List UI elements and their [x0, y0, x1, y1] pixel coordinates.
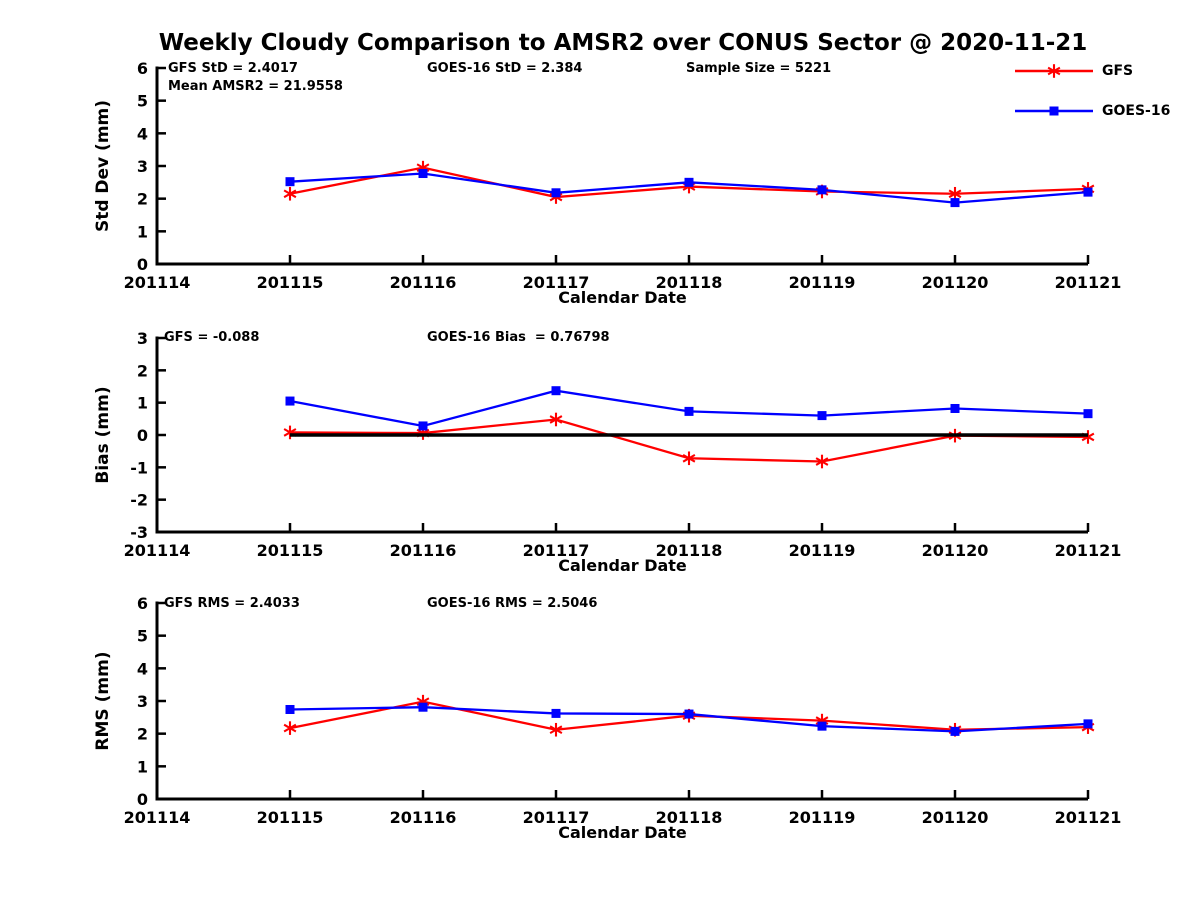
y-tick-label: 1: [137, 757, 148, 776]
x-axis-label-calendar-date: Calendar Date: [558, 288, 687, 307]
annotation-goes16-std: GOES-16 StD = 2.384: [427, 61, 583, 76]
x-tick-label: 201117: [523, 808, 590, 827]
square-marker: [285, 396, 295, 406]
square-marker: [684, 406, 694, 416]
x-tick-label: 201120: [922, 541, 989, 560]
y-tick-label: 4: [137, 124, 148, 143]
y-tick-label: 2: [137, 190, 148, 209]
x-tick-label: 201115: [257, 541, 324, 560]
square-marker: [1083, 409, 1093, 419]
asterisk-marker: [948, 189, 962, 199]
y-tick-label: 5: [137, 627, 148, 646]
square-marker: [817, 411, 827, 421]
y-tick-label: 6: [137, 59, 148, 78]
square-marker: [950, 403, 960, 413]
annotation-goes16-bias: GOES-16 Bias = 0.76798: [427, 330, 610, 345]
square-marker: [551, 708, 561, 718]
legend-swatch-goes16: [1015, 106, 1093, 116]
annotation-sample-size: Sample Size = 5221: [686, 61, 832, 76]
x-tick-label: 201117: [523, 273, 590, 292]
square-marker: [418, 169, 428, 179]
asterisk-marker: [549, 415, 563, 424]
x-tick-label: 201114: [124, 541, 191, 560]
y-tick-label: 5: [137, 92, 148, 111]
y-axis-label-std-dev: Std Dev (mm): [93, 99, 113, 233]
y-tick-label: 0: [137, 790, 148, 809]
figure-title: Weekly Cloudy Comparison to AMSR2 over C…: [158, 30, 1088, 56]
x-tick-label: 201121: [1055, 273, 1122, 292]
annotation-gfs-std: GFS StD = 2.4017: [168, 61, 298, 76]
y-tick-label: 4: [137, 659, 148, 678]
annotation-gfs-rms: GFS RMS = 2.4033: [164, 596, 300, 611]
asterisk-marker: [1047, 66, 1061, 76]
x-tick-label: 201115: [257, 808, 324, 827]
square-marker: [285, 177, 295, 187]
x-tick-label: 201116: [390, 808, 457, 827]
y-tick-label: -2: [130, 491, 148, 510]
x-tick-label: 201119: [789, 808, 856, 827]
y-axis-label-rms: RMS (mm): [93, 651, 113, 751]
x-tick-label: 201114: [124, 808, 191, 827]
subplot-bias: 201114 201115 201116 201117 201118 201119 2011…: [124, 329, 1122, 560]
annotation-goes16-rms: GOES-16 RMS = 2.5046: [427, 596, 598, 611]
x-tick-label: 201117: [523, 541, 590, 560]
square-marker: [418, 421, 428, 431]
y-tick-label: -3: [130, 523, 148, 542]
square-marker: [1083, 719, 1093, 729]
y-tick-label: 3: [137, 692, 148, 711]
y-tick-label: -1: [130, 458, 148, 477]
x-tick-label: 201119: [789, 541, 856, 560]
x-axis-label-calendar-date: Calendar Date: [558, 823, 687, 842]
annotation-gfs-bias: GFS = -0.088: [164, 330, 260, 345]
x-tick-label: 201118: [656, 541, 723, 560]
y-tick-label: 3: [137, 329, 148, 348]
legend-swatch-gfs: [1015, 64, 1093, 78]
asterisk-marker: [815, 457, 829, 466]
asterisk-marker: [283, 723, 297, 733]
square-marker: [817, 185, 827, 195]
square-marker: [418, 702, 428, 712]
square-marker: [285, 704, 295, 714]
y-tick-label: 1: [137, 222, 148, 241]
x-tick-label: 201116: [390, 541, 457, 560]
legend-label-gfs: GFS: [1102, 63, 1134, 79]
square-marker: [950, 726, 960, 736]
y-tick-label: 2: [137, 361, 148, 380]
x-axis-label-calendar-date: Calendar Date: [558, 556, 687, 575]
x-tick-label: 201121: [1055, 541, 1122, 560]
square-marker: [817, 721, 827, 731]
legend-label-goes16: GOES-16: [1102, 103, 1171, 119]
x-tick-label: 201119: [789, 273, 856, 292]
square-marker: [1049, 106, 1059, 116]
square-marker: [551, 188, 561, 198]
x-tick-label: 201116: [390, 273, 457, 292]
annotation-mean-amsr2: Mean AMSR2 = 21.9558: [168, 79, 343, 94]
y-tick-label: 1: [137, 394, 148, 413]
y-tick-label: 0: [137, 255, 148, 274]
asterisk-marker: [283, 189, 297, 199]
x-tick-label: 201118: [656, 273, 723, 292]
y-axis-label-bias: Bias (mm): [93, 386, 113, 484]
subplot-std-dev: 201114 201115 201116 201117 201118 201119 2011…: [124, 59, 1122, 292]
y-tick-label: 6: [137, 594, 148, 613]
y-tick-label: 2: [137, 725, 148, 744]
x-tick-label: 201114: [124, 273, 191, 292]
square-marker: [551, 386, 561, 396]
x-tick-label: 201120: [922, 808, 989, 827]
y-tick-label: 0: [137, 426, 148, 445]
x-tick-label: 201115: [257, 273, 324, 292]
square-marker: [684, 177, 694, 187]
subplot-rms: 201114 201115 201116 201117 201118 201119 2011…: [124, 594, 1122, 827]
x-tick-label: 201121: [1055, 808, 1122, 827]
square-marker: [950, 198, 960, 208]
square-marker: [1083, 187, 1093, 197]
x-tick-label: 201118: [656, 808, 723, 827]
square-marker: [684, 709, 694, 719]
asterisk-marker: [682, 453, 696, 463]
asterisk-marker: [549, 725, 563, 735]
y-tick-label: 3: [137, 157, 148, 176]
x-tick-label: 201120: [922, 273, 989, 292]
